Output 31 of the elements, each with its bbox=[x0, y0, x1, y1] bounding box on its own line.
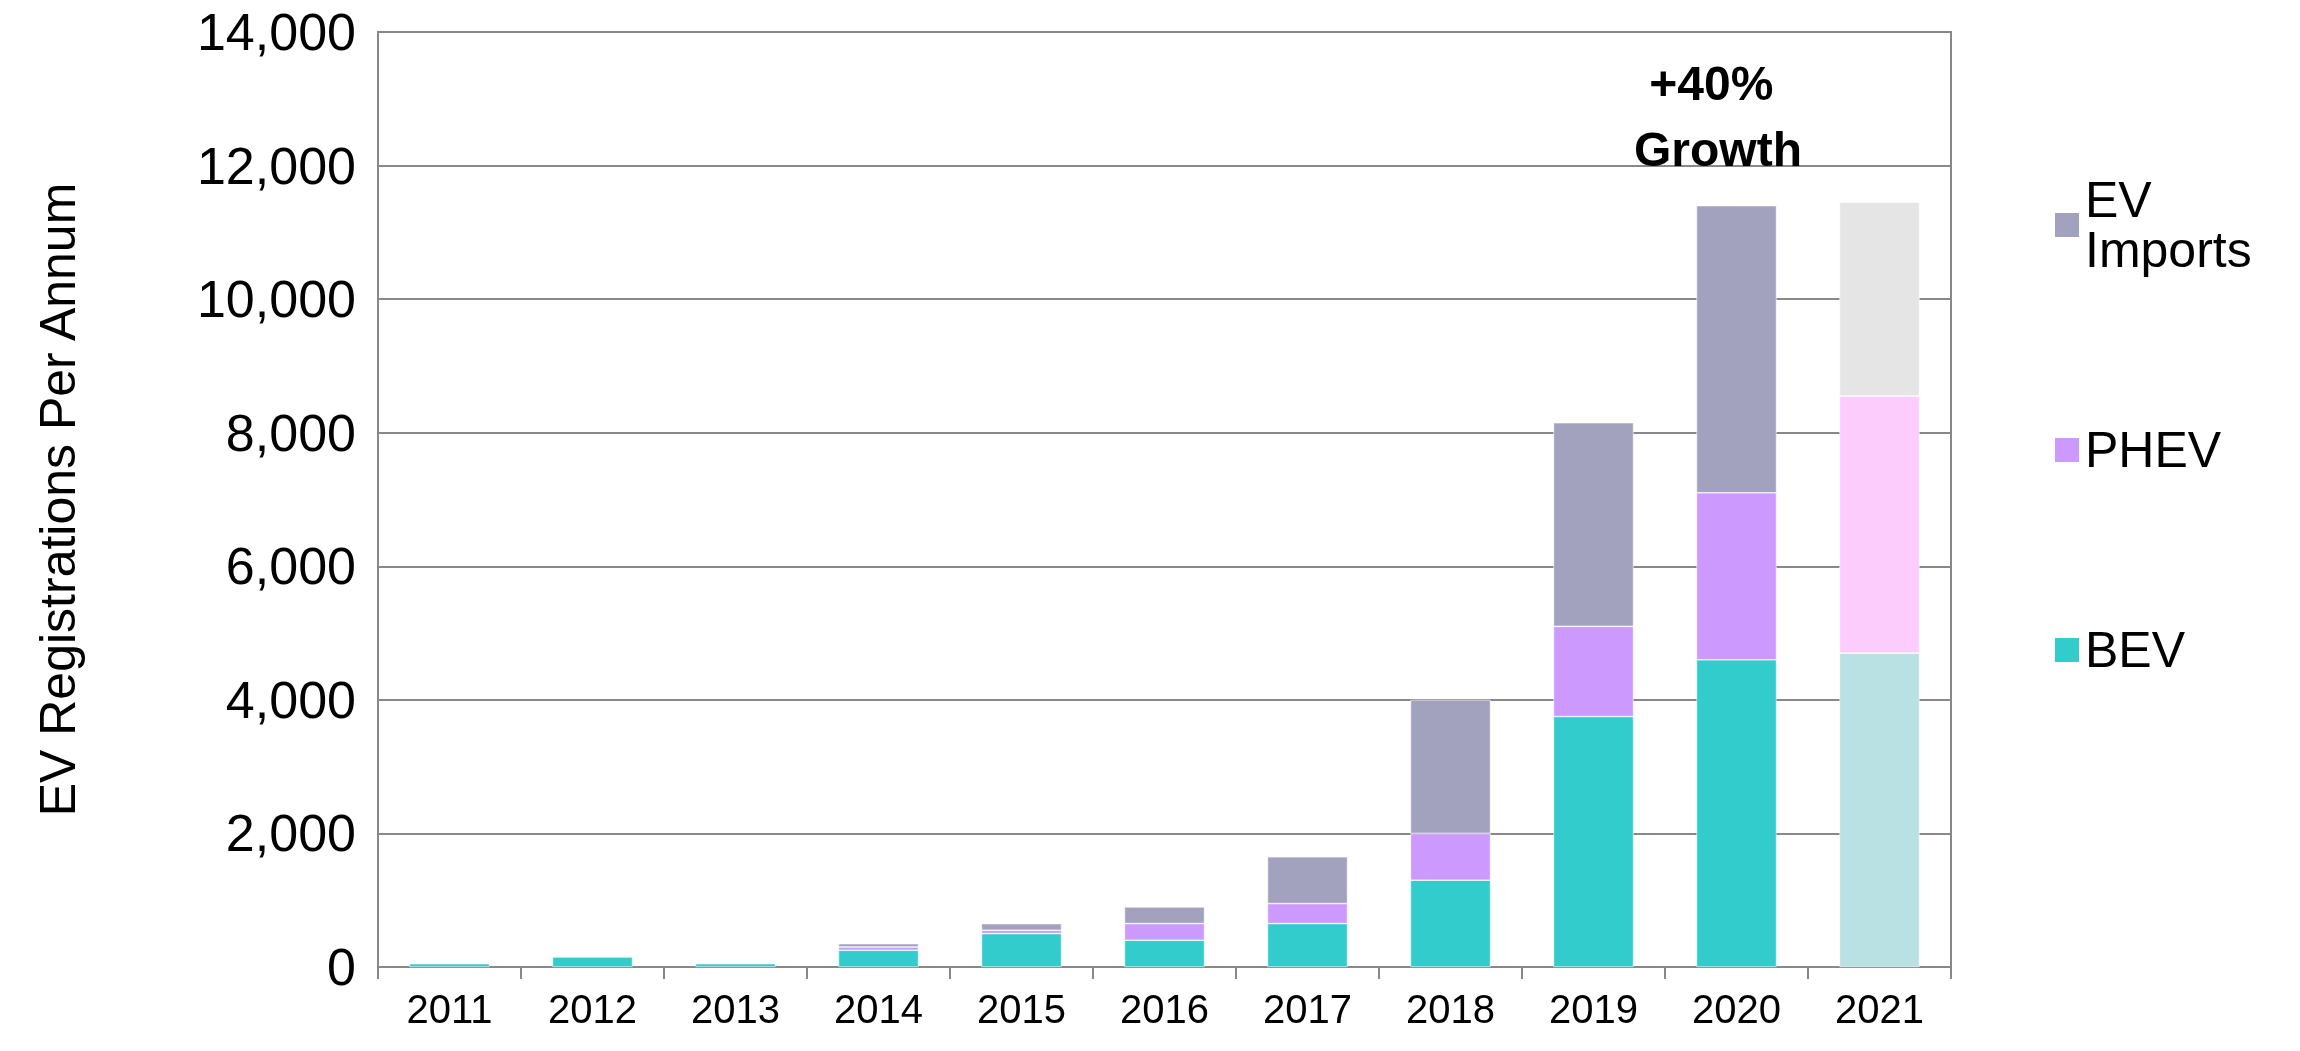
x-tick-label: 2011 bbox=[406, 987, 493, 1031]
y-tick-label: 4,000 bbox=[225, 670, 356, 729]
x-tick-label: 2015 bbox=[977, 987, 1066, 1031]
x-tick-label: 2014 bbox=[834, 987, 923, 1031]
y-tick-label: 10,000 bbox=[196, 270, 356, 329]
bar bbox=[838, 950, 919, 967]
bar bbox=[981, 933, 1062, 967]
bar bbox=[552, 956, 633, 967]
bar bbox=[695, 963, 776, 967]
x-tick-label: 2020 bbox=[1692, 987, 1781, 1031]
y-tick-label: 0 bbox=[327, 938, 356, 996]
legend-label: PHEV bbox=[2085, 422, 2222, 478]
y-tick-label: 6,000 bbox=[225, 537, 356, 596]
x-tick-label: 2021 bbox=[1835, 987, 1924, 1031]
x-tick-label: 2018 bbox=[1406, 987, 1495, 1031]
x-tick-label: 2017 bbox=[1263, 987, 1352, 1031]
x-tick-label: 2019 bbox=[1549, 987, 1638, 1031]
y-tick-label: 12,000 bbox=[196, 136, 356, 195]
y-tick-label: 8,000 bbox=[225, 403, 356, 462]
y-tick-label: 14,000 bbox=[196, 3, 356, 61]
legend-label: EV Imports bbox=[2085, 172, 2252, 278]
y-axis-title: EV Registrations Per Annum bbox=[30, 182, 86, 817]
bar bbox=[838, 943, 919, 947]
x-tick-label: 2016 bbox=[1120, 987, 1209, 1031]
annotation: +40% Growth bbox=[1634, 56, 1802, 176]
x-tick-label: 2012 bbox=[548, 987, 637, 1031]
bar bbox=[981, 923, 1062, 931]
x-tick-label: 2013 bbox=[691, 987, 780, 1031]
bar bbox=[409, 963, 490, 967]
legend-label: BEV bbox=[2085, 622, 2186, 678]
y-tick-label: 2,000 bbox=[225, 804, 356, 863]
